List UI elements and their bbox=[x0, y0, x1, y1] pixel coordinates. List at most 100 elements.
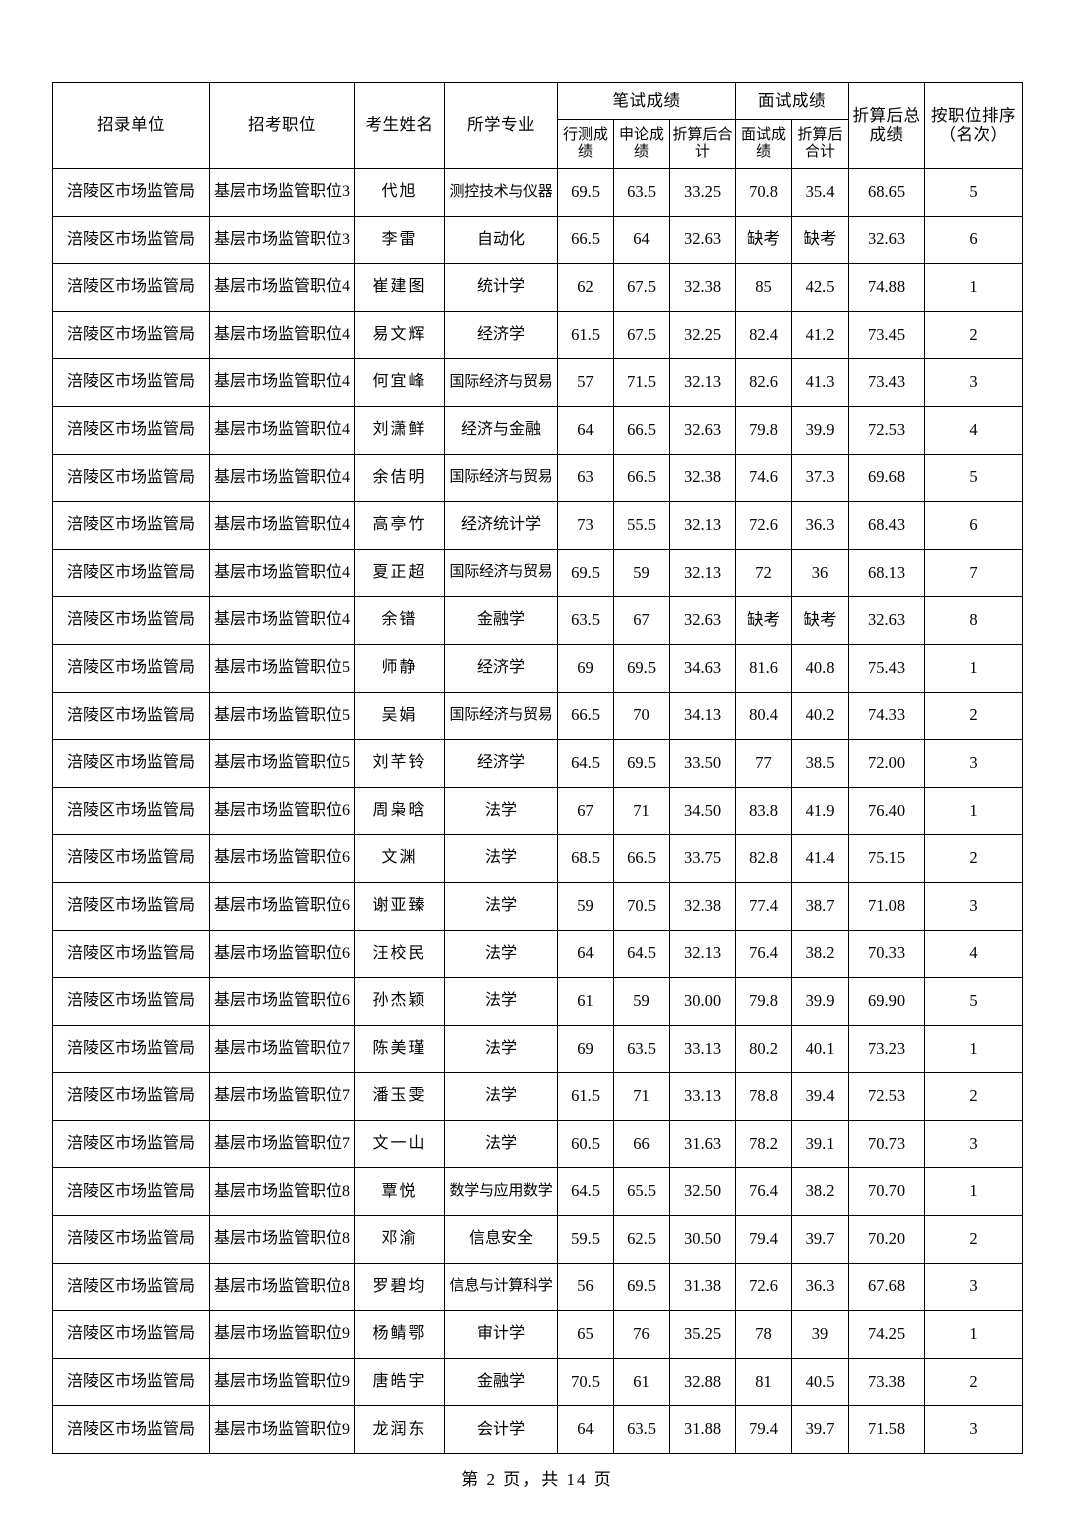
cell-xingce: 66.5 bbox=[557, 691, 614, 741]
cell-name: 余佶明 bbox=[354, 453, 445, 503]
table-body: 涪陵区市场监管局 基层市场监管职位3 代旭 测控技术与仪器 69.5 63.5 33.25 7… bbox=[52, 168, 1024, 1455]
cell-interview-converted: 36.3 bbox=[791, 1262, 850, 1312]
column-header-name: 考生姓名 bbox=[354, 82, 445, 169]
cell-interview: 80.4 bbox=[735, 691, 793, 741]
cell-unit: 涪陵区市场监管局 bbox=[52, 739, 210, 788]
table-row: 涪陵区市场监管局 基层市场监管职位3 李雷 自动化 66.5 64 32.63 缺考 缺考 32.… bbox=[52, 215, 1024, 265]
cell-unit: 涪陵区市场监管局 bbox=[52, 1119, 210, 1169]
cell-major: 测控技术与仪器 bbox=[444, 168, 558, 217]
column-group-written: 笔试成绩 bbox=[556, 82, 737, 120]
cell-unit: 涪陵区市场监管局 bbox=[52, 929, 210, 979]
cell-position: 基层市场监管职位6 bbox=[209, 977, 355, 1026]
cell-shenlun: 67 bbox=[613, 596, 670, 645]
cell-interview: 76.4 bbox=[735, 1167, 793, 1217]
cell-interview: 79.4 bbox=[735, 1405, 793, 1455]
cell-unit: 涪陵区市场监管局 bbox=[52, 596, 210, 645]
cell-major: 法学 bbox=[444, 834, 558, 883]
cell-name: 汪校民 bbox=[354, 929, 445, 979]
cell-interview: 76.4 bbox=[735, 929, 793, 979]
cell-total: 32.63 bbox=[848, 215, 926, 265]
cell-rank: 1 bbox=[924, 263, 1024, 312]
cell-written-converted: 32.38 bbox=[668, 881, 737, 931]
cell-interview-converted: 41.2 bbox=[791, 310, 850, 360]
cell-rank: 7 bbox=[924, 548, 1024, 598]
cell-position: 基层市场监管职位7 bbox=[209, 1072, 355, 1121]
cell-position: 基层市场监管职位4 bbox=[209, 548, 355, 598]
cell-written-converted: 35.25 bbox=[668, 1310, 737, 1359]
cell-unit: 涪陵区市场监管局 bbox=[52, 263, 210, 312]
cell-xingce: 73 bbox=[557, 501, 614, 550]
cell-rank: 5 bbox=[924, 977, 1024, 1026]
cell-rank: 3 bbox=[924, 1405, 1024, 1455]
table-row: 涪陵区市场监管局 基层市场监管职位4 高亭竹 经济统计学 73 55.5 32.13 72.6… bbox=[52, 501, 1024, 550]
cell-written-converted: 32.25 bbox=[668, 310, 737, 360]
cell-written-converted: 32.38 bbox=[668, 263, 737, 312]
cell-name: 邓渝 bbox=[354, 1215, 445, 1264]
cell-interview: 78 bbox=[735, 1310, 793, 1359]
cell-total: 32.63 bbox=[848, 596, 926, 645]
table-row: 涪陵区市场监管局 基层市场监管职位4 崔建图 统计学 62 67.5 32.38 85 42.5… bbox=[52, 263, 1024, 312]
cell-name: 陈美瑾 bbox=[354, 1024, 445, 1074]
cell-rank: 2 bbox=[924, 834, 1024, 883]
cell-unit: 涪陵区市场监管局 bbox=[52, 834, 210, 883]
cell-shenlun: 63.5 bbox=[613, 168, 670, 217]
cell-major: 法学 bbox=[444, 1072, 558, 1121]
cell-total: 74.88 bbox=[848, 263, 926, 312]
cell-shenlun: 69.5 bbox=[613, 1262, 670, 1312]
cell-interview: 82.8 bbox=[735, 834, 793, 883]
cell-position: 基层市场监管职位4 bbox=[209, 596, 355, 645]
table-row: 涪陵区市场监管局 基层市场监管职位3 代旭 测控技术与仪器 69.5 63.5 33.25 7… bbox=[52, 168, 1024, 217]
cell-xingce: 57 bbox=[557, 358, 614, 407]
cell-name: 潘玉雯 bbox=[354, 1072, 445, 1121]
cell-xingce: 61.5 bbox=[557, 310, 614, 360]
cell-written-converted: 30.00 bbox=[668, 977, 737, 1026]
cell-total: 75.15 bbox=[848, 834, 926, 883]
cell-xingce: 64.5 bbox=[557, 739, 614, 788]
cell-major: 法学 bbox=[444, 929, 558, 979]
cell-rank: 1 bbox=[924, 786, 1024, 836]
cell-written-converted: 32.63 bbox=[668, 405, 737, 455]
cell-shenlun: 61 bbox=[613, 1357, 670, 1407]
cell-interview-converted: 41.3 bbox=[791, 358, 850, 407]
cell-position: 基层市场监管职位6 bbox=[209, 786, 355, 836]
table-row: 涪陵区市场监管局 基层市场监管职位6 孙杰颖 法学 61 59 30.00 79.8 39.9 6… bbox=[52, 977, 1024, 1026]
cell-written-converted: 34.63 bbox=[668, 643, 737, 693]
cell-major: 数学与应用数学 bbox=[444, 1167, 558, 1217]
cell-unit: 涪陵区市场监管局 bbox=[52, 453, 210, 503]
cell-interview: 77 bbox=[735, 739, 793, 788]
cell-total: 70.70 bbox=[848, 1167, 926, 1217]
cell-shenlun: 70.5 bbox=[613, 881, 670, 931]
cell-rank: 5 bbox=[924, 168, 1024, 217]
cell-rank: 2 bbox=[924, 691, 1024, 741]
cell-shenlun: 66.5 bbox=[613, 834, 670, 883]
cell-major: 审计学 bbox=[444, 1310, 558, 1359]
table-row: 涪陵区市场监管局 基层市场监管职位4 何宜峰 国际经济与贸易 57 71.5 32.13 82… bbox=[52, 358, 1024, 407]
cell-interview: 缺考 bbox=[735, 215, 793, 265]
cell-interview: 78.8 bbox=[735, 1072, 793, 1121]
exam-score-table: 招录单位 招考职位 考生姓名 所学专业 笔试成绩 面试成绩 折算后总成绩 按职位… bbox=[52, 82, 1024, 1455]
cell-name: 刘芊铃 bbox=[354, 739, 445, 788]
cell-unit: 涪陵区市场监管局 bbox=[52, 1215, 210, 1264]
cell-rank: 3 bbox=[924, 1119, 1024, 1169]
cell-xingce: 70.5 bbox=[557, 1357, 614, 1407]
cell-total: 72.00 bbox=[848, 739, 926, 788]
cell-written-converted: 32.13 bbox=[668, 548, 737, 598]
cell-total: 69.90 bbox=[848, 977, 926, 1026]
cell-unit: 涪陵区市场监管局 bbox=[52, 358, 210, 407]
cell-shenlun: 69.5 bbox=[613, 739, 670, 788]
cell-shenlun: 63.5 bbox=[613, 1024, 670, 1074]
cell-major: 经济学 bbox=[444, 310, 558, 360]
cell-interview-converted: 42.5 bbox=[791, 263, 850, 312]
cell-interview: 80.2 bbox=[735, 1024, 793, 1074]
cell-total: 71.58 bbox=[848, 1405, 926, 1455]
cell-shenlun: 71 bbox=[613, 786, 670, 836]
cell-name: 高亭竹 bbox=[354, 501, 445, 550]
page-number-text: 第 2 页，共 14 页 bbox=[461, 1470, 613, 1489]
cell-shenlun: 64.5 bbox=[613, 929, 670, 979]
table-row: 涪陵区市场监管局 基层市场监管职位5 师静 经济学 69 69.5 34.63 81.6 40.… bbox=[52, 643, 1024, 693]
cell-name: 孙杰颖 bbox=[354, 977, 445, 1026]
cell-interview-converted: 41.4 bbox=[791, 834, 850, 883]
cell-interview: 82.4 bbox=[735, 310, 793, 360]
column-header-total-converted: 折算后总成绩 bbox=[848, 82, 926, 169]
cell-major: 法学 bbox=[444, 881, 558, 931]
